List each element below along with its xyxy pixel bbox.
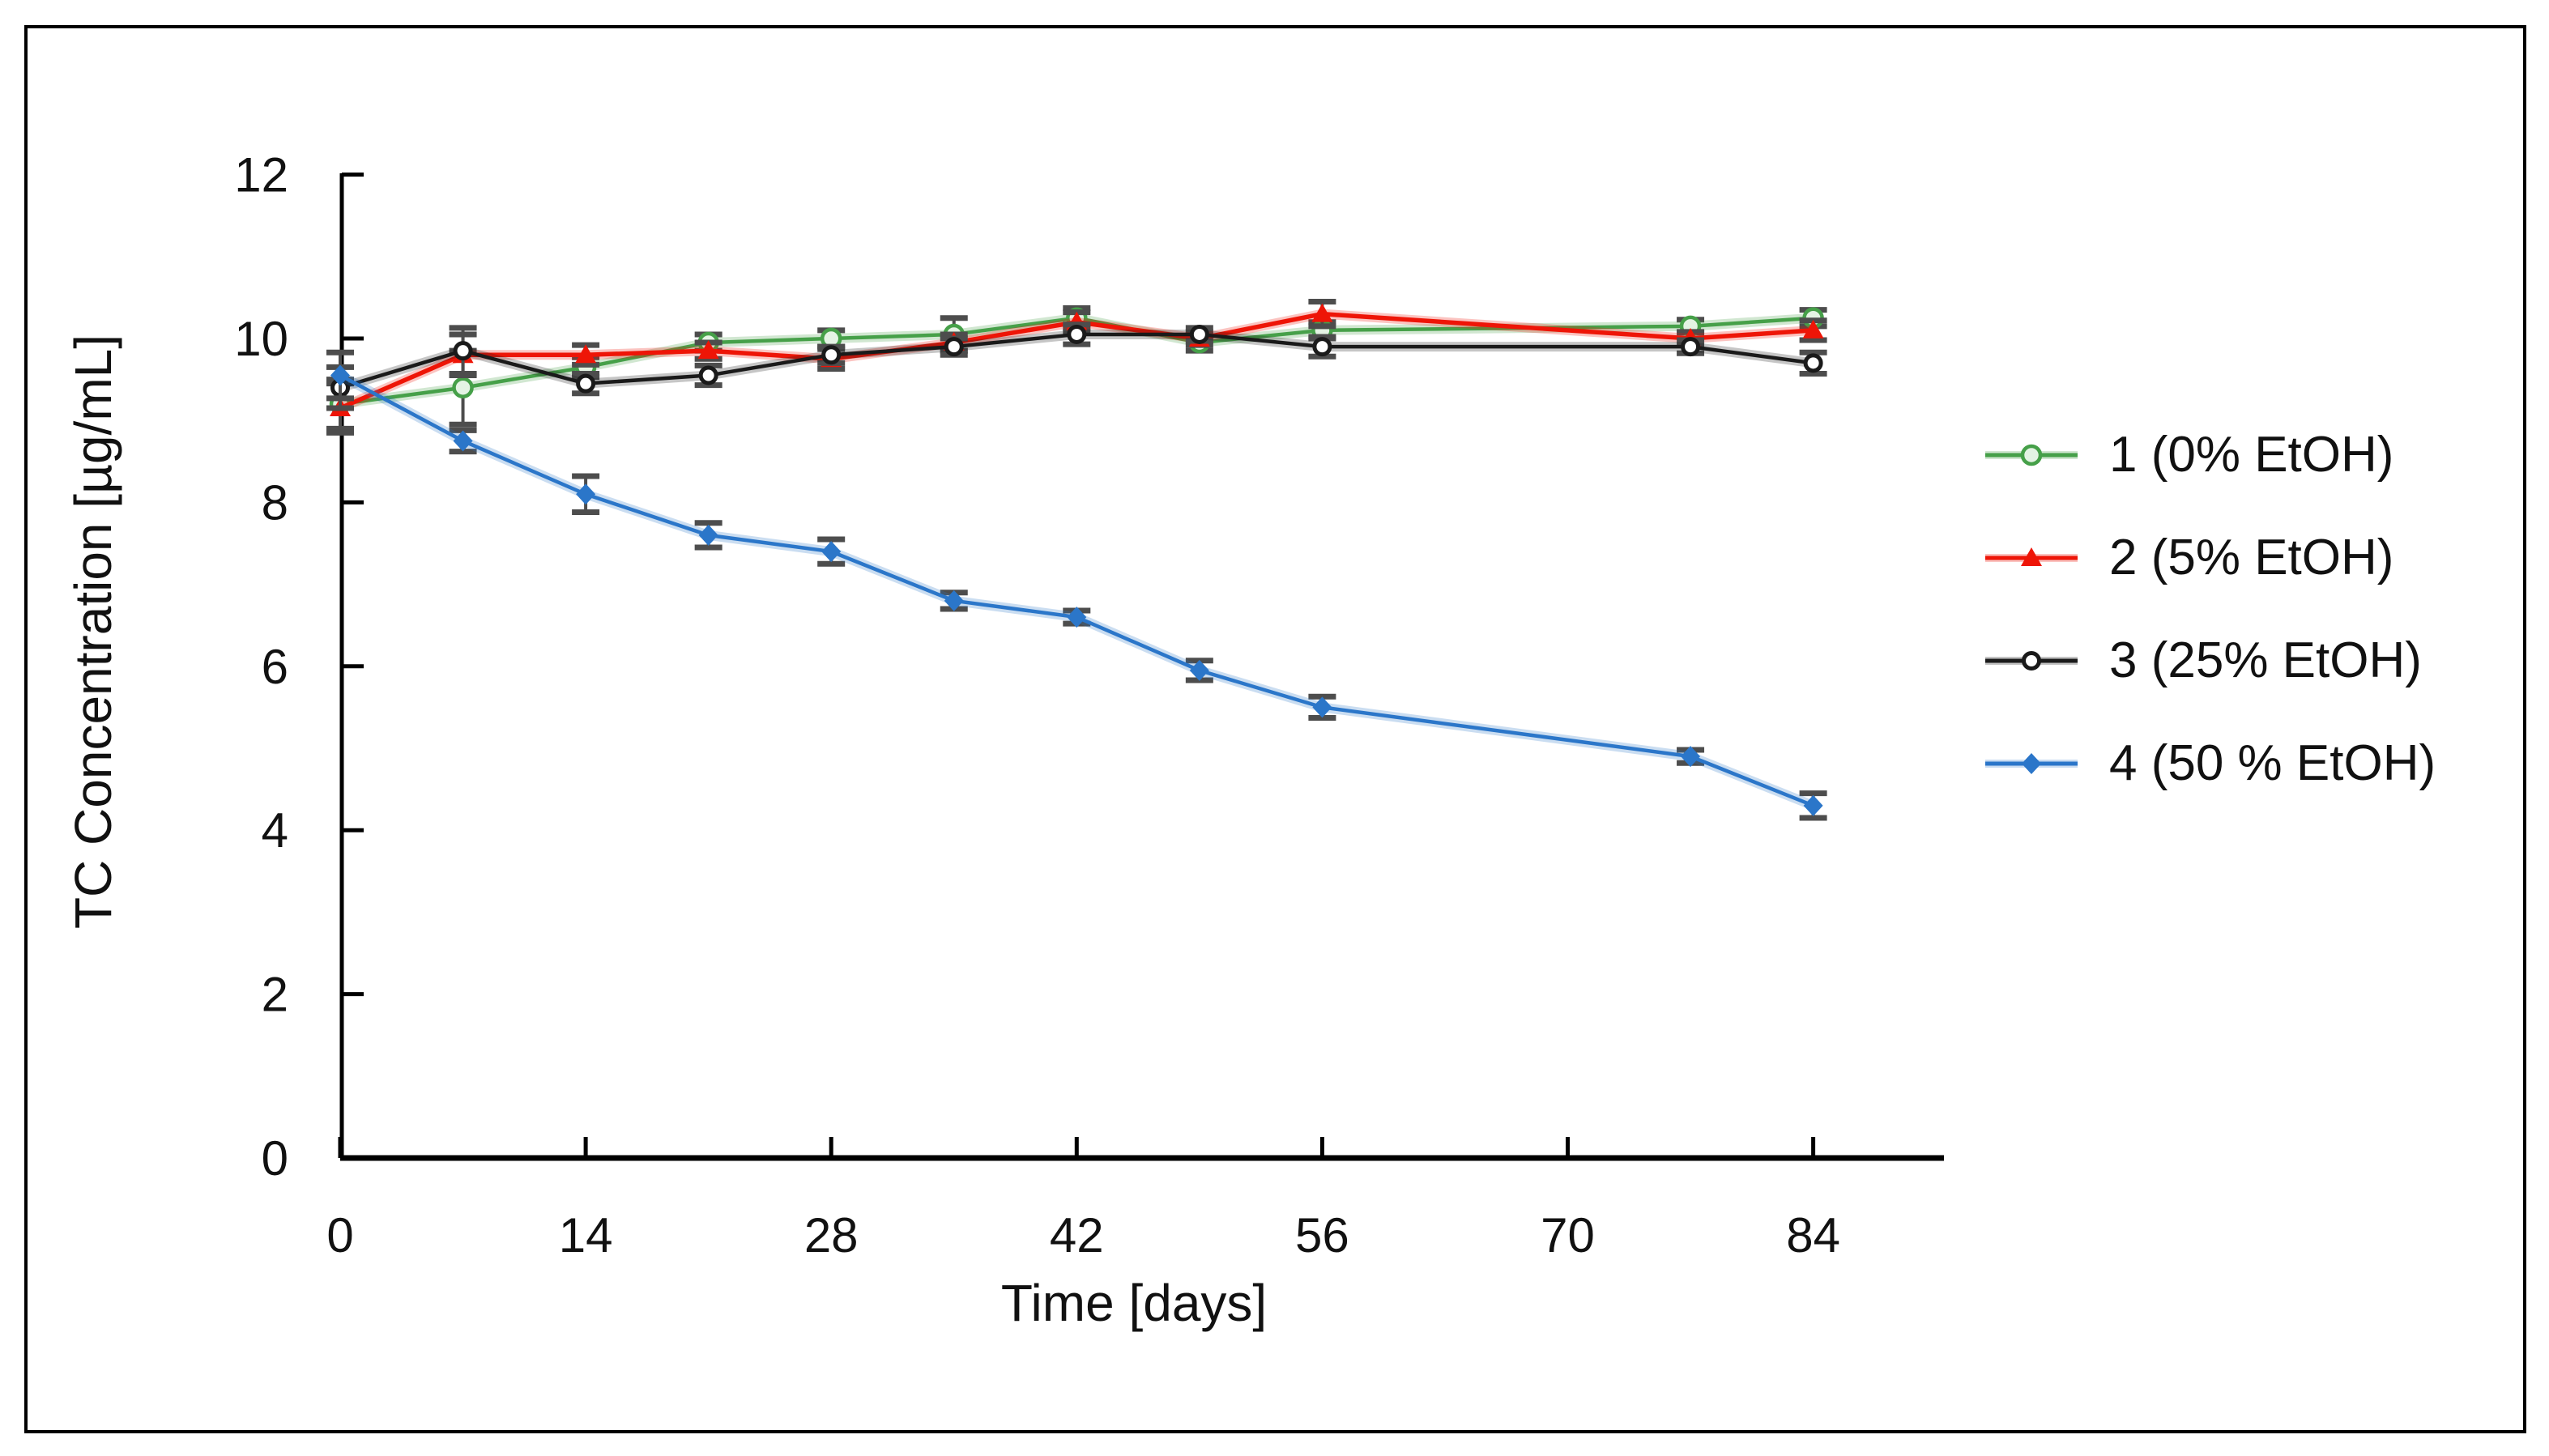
x-tick-label: 14 — [559, 1208, 613, 1262]
marker-diamond — [1681, 746, 1701, 768]
legend-item-label: 1 (0% EtOH) — [2109, 427, 2394, 483]
marker-diamond — [330, 364, 350, 386]
marker-dot-circle — [1189, 324, 1209, 344]
marker-dot-circle — [698, 365, 718, 385]
y-tick-label: 4 — [262, 803, 288, 858]
marker-dot-circle — [1067, 324, 1087, 344]
marker-triangle — [575, 344, 597, 364]
y-tick-label: 0 — [262, 1131, 288, 1186]
marker-open-circle — [452, 377, 474, 398]
marker-triangle — [697, 340, 719, 360]
marker-open-circle — [2020, 444, 2043, 466]
x-axis-title: Time [days] — [1000, 1274, 1268, 1332]
legend-item-label: 4 (50 % EtOH) — [2109, 735, 2436, 791]
x-tick-label: 56 — [1295, 1208, 1349, 1262]
y-tick-label: 10 — [234, 312, 288, 366]
marker-triangle — [2021, 547, 2042, 566]
marker-diamond — [576, 483, 596, 505]
legend-item-label: 2 (5% EtOH) — [2109, 530, 2394, 585]
legend: 1 (0% EtOH) 2 (5% EtOH) 3 (25% EtOH) 4 (50 … — [1983, 403, 2436, 815]
marker-dot-circle — [1803, 353, 1823, 373]
marker-diamond — [1803, 794, 1823, 816]
marker-dot-circle — [944, 337, 964, 357]
y-tick-label: 2 — [262, 968, 288, 1022]
legend-swatch — [1985, 547, 2078, 566]
figure-border — [24, 25, 2526, 1433]
marker-diamond — [1189, 659, 1209, 681]
series-4 — [326, 349, 1827, 821]
marker-diamond — [2022, 752, 2041, 774]
legend-item-3: 3 (25% EtOH) — [1983, 609, 2436, 712]
x-tick-label: 0 — [326, 1208, 353, 1262]
y-axis-title: TC Concentration [µg/mL] — [64, 334, 122, 930]
legend-swatch — [1985, 650, 2078, 671]
legend-item-1: 1 (0% EtOH) — [1983, 403, 2436, 506]
marker-diamond — [1312, 696, 1332, 718]
marker-dot-circle — [821, 345, 842, 365]
marker-dot-circle — [453, 341, 473, 361]
marker-dot-circle — [2022, 650, 2041, 671]
y-tick-label: 6 — [262, 640, 288, 694]
legend-swatch — [1985, 444, 2078, 466]
x-tick-label: 28 — [804, 1208, 859, 1262]
marker-diamond — [1067, 607, 1087, 628]
series-2 — [326, 298, 1827, 436]
x-tick-label: 84 — [1786, 1208, 1840, 1262]
y-tick-label: 12 — [234, 148, 288, 202]
legend-swatch — [1985, 752, 2078, 774]
marker-triangle — [1311, 303, 1333, 322]
legend-item-2: 2 (5% EtOH) — [1983, 506, 2436, 609]
marker-diamond — [698, 524, 718, 546]
marker-dot-circle — [576, 373, 596, 394]
x-tick-label: 42 — [1050, 1208, 1104, 1262]
marker-dot-circle — [1312, 337, 1332, 357]
y-tick-label: 8 — [262, 475, 288, 530]
series-line-halo — [338, 371, 1815, 811]
marker-diamond — [821, 541, 842, 563]
legend-item-4: 4 (50 % EtOH) — [1983, 712, 2436, 815]
x-tick-label: 70 — [1541, 1208, 1595, 1262]
marker-triangle — [1802, 319, 1824, 338]
marker-diamond — [453, 430, 473, 452]
marker-diamond — [944, 590, 964, 611]
marker-dot-circle — [1681, 337, 1701, 357]
axes: 0 2 4 6 8 10 12 0 14 28 42 56 70 84 — [234, 148, 1944, 1262]
legend-item-label: 3 (25% EtOH) — [2109, 632, 2422, 688]
